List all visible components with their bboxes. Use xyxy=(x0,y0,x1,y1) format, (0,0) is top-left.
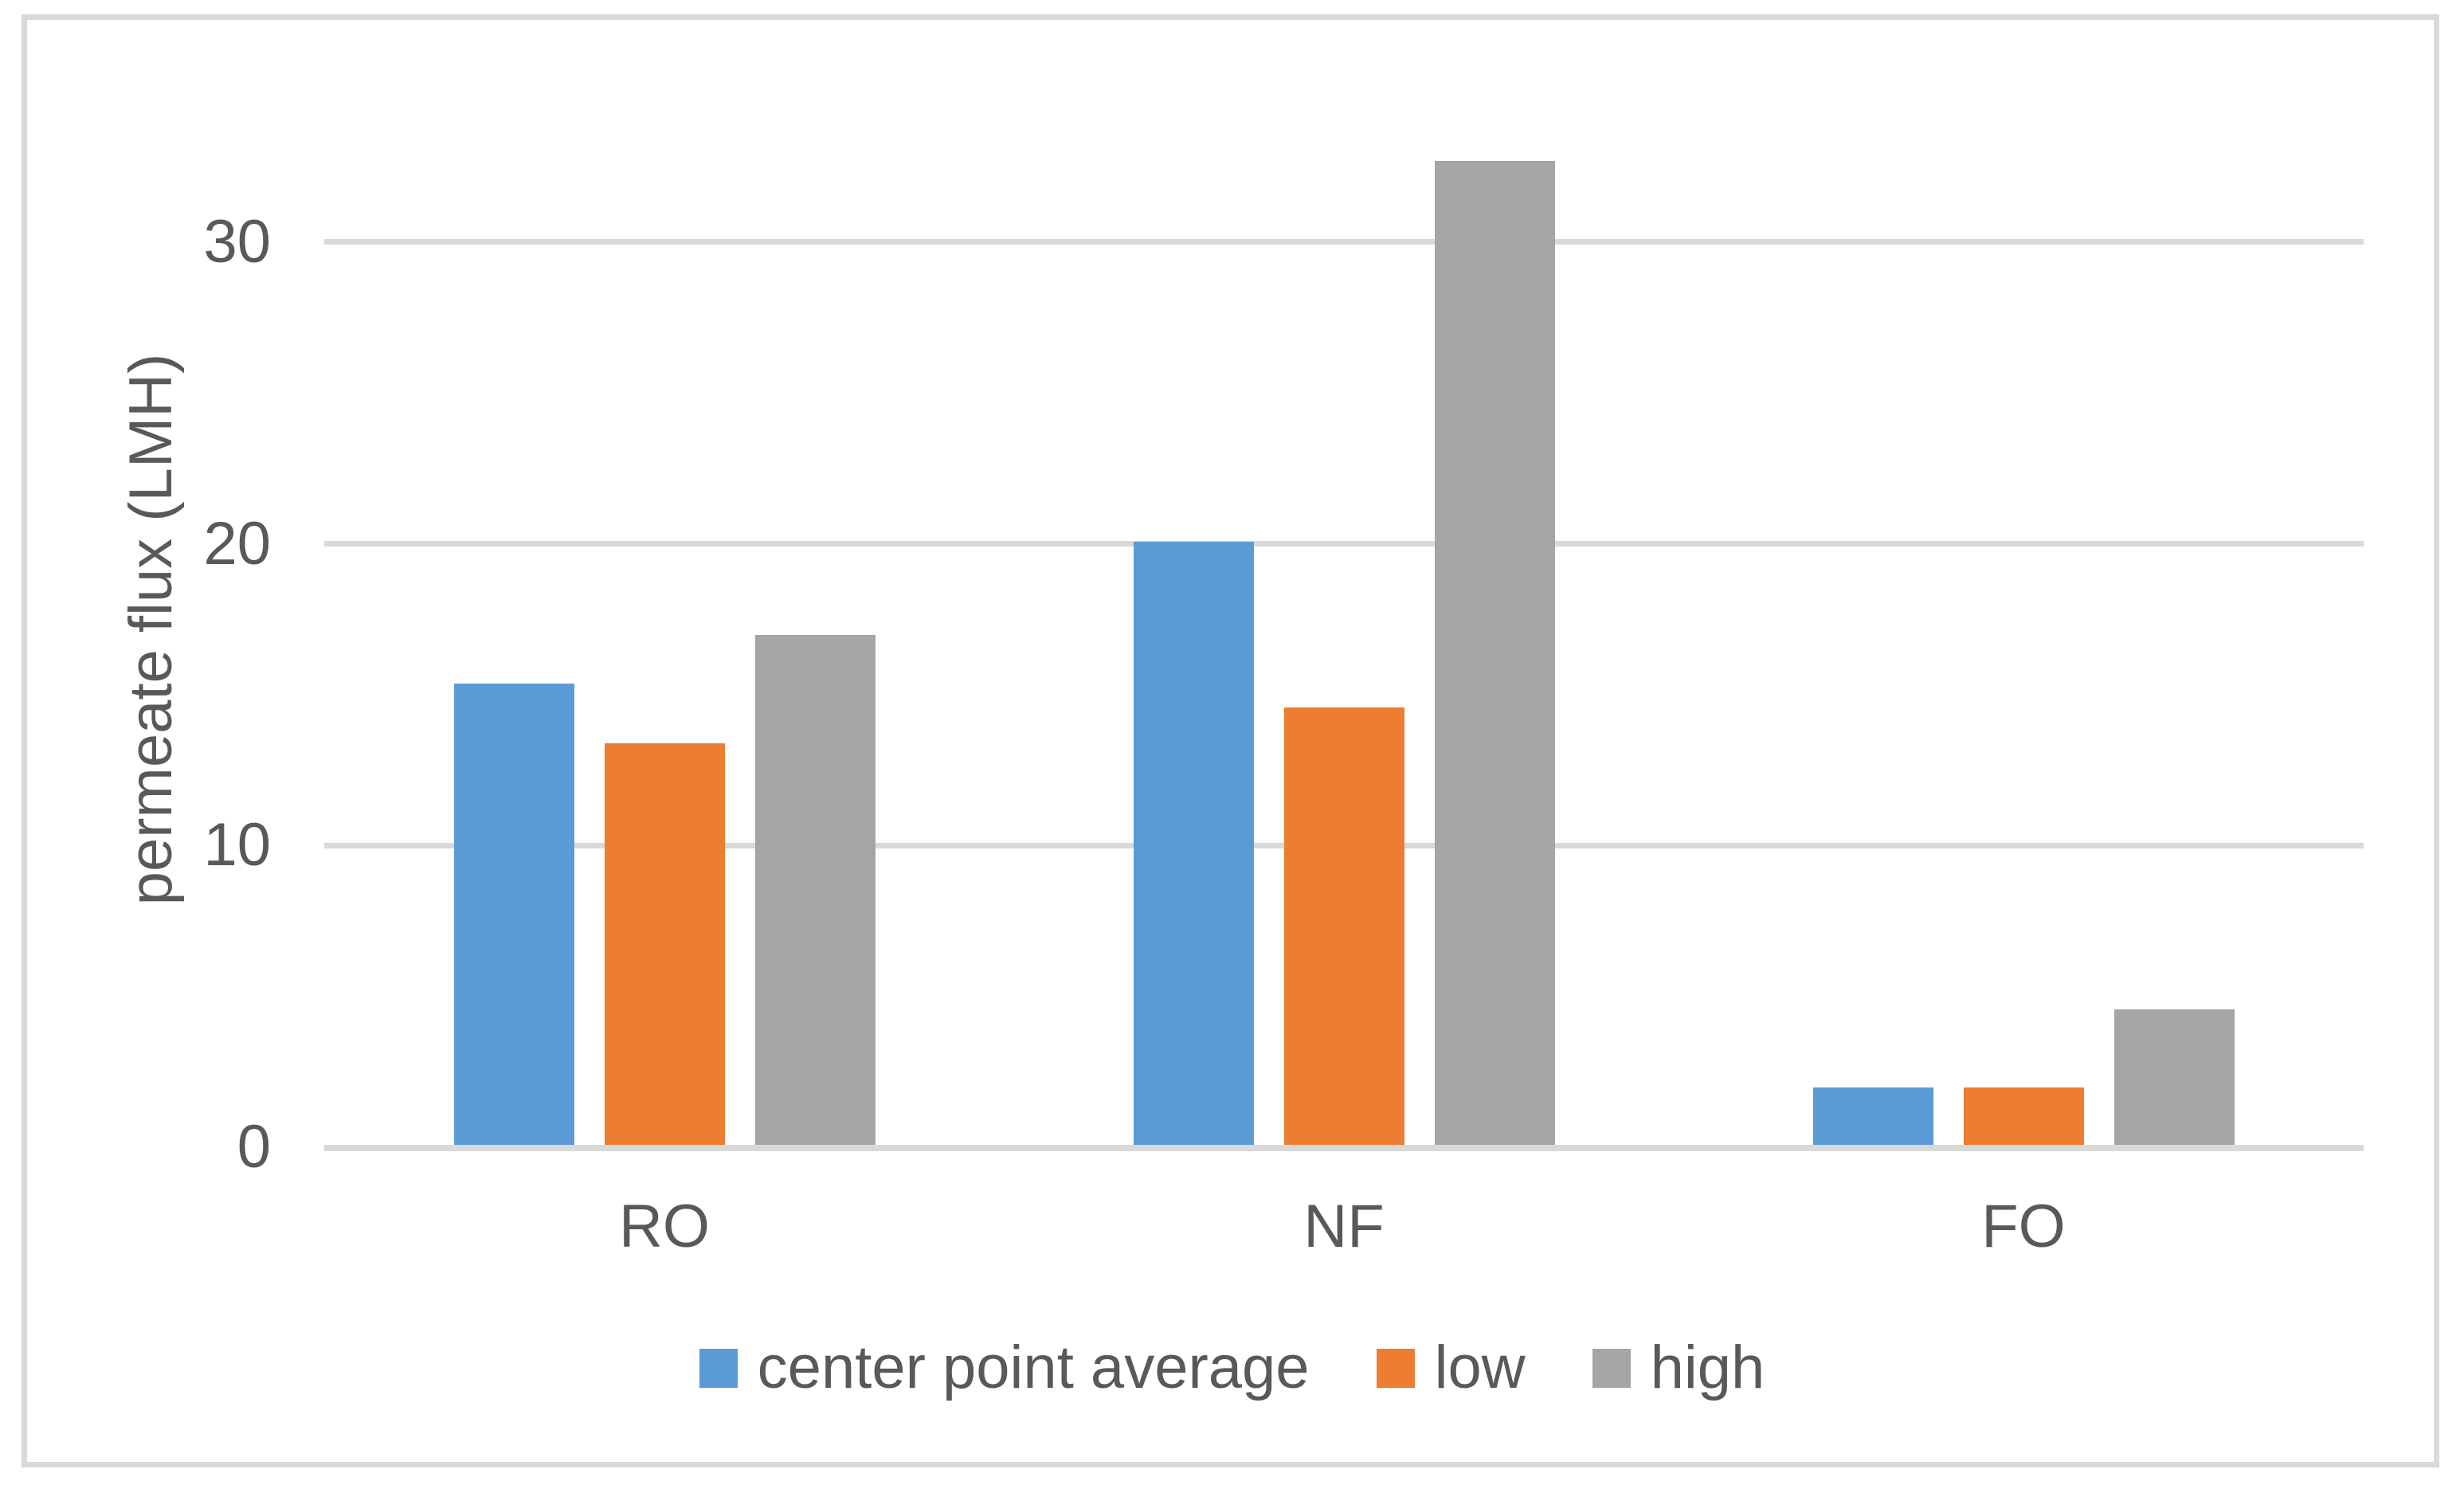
y-tick-label: 30 xyxy=(203,208,271,276)
bar-fo-high xyxy=(2114,1009,2235,1145)
x-category-label-nf: NF xyxy=(1303,1193,1385,1260)
legend-swatch-icon xyxy=(1592,1348,1631,1388)
chart-legend: center point average low high xyxy=(0,1324,2464,1412)
y-tick-label: 10 xyxy=(203,811,271,879)
horizontal-gridline xyxy=(324,541,2364,547)
bar-ro-low xyxy=(605,743,725,1145)
legend-label: center point average xyxy=(757,1334,1310,1401)
legend-swatch-icon xyxy=(699,1348,738,1388)
y-axis-title: permeate flux (LMH) xyxy=(117,353,185,906)
legend-item-center-point-average: center point average xyxy=(699,1330,1310,1406)
bar-fo-low xyxy=(1964,1087,2084,1145)
legend-label: low xyxy=(1434,1334,1526,1401)
bar-nf-center-point-average xyxy=(1134,542,1254,1145)
legend-swatch-icon xyxy=(1376,1348,1415,1388)
bar-fo-center-point-average xyxy=(1813,1087,1933,1145)
bar-ro-high xyxy=(755,635,876,1145)
y-tick-label: 20 xyxy=(203,510,271,578)
bar-nf-low xyxy=(1284,707,1404,1145)
x-axis-line xyxy=(324,1145,2364,1151)
legend-item-low: low xyxy=(1376,1330,1526,1406)
chart-outer-border xyxy=(22,14,2439,1467)
x-category-label-ro: RO xyxy=(619,1193,710,1260)
bar-nf-high xyxy=(1435,161,1555,1145)
horizontal-gridline xyxy=(324,239,2364,245)
legend-item-high: high xyxy=(1592,1330,1765,1406)
legend-label: high xyxy=(1650,1334,1765,1401)
y-tick-label: 0 xyxy=(237,1113,271,1181)
bar-ro-center-point-average xyxy=(454,684,574,1145)
x-category-label-fo: FO xyxy=(1981,1193,2066,1260)
